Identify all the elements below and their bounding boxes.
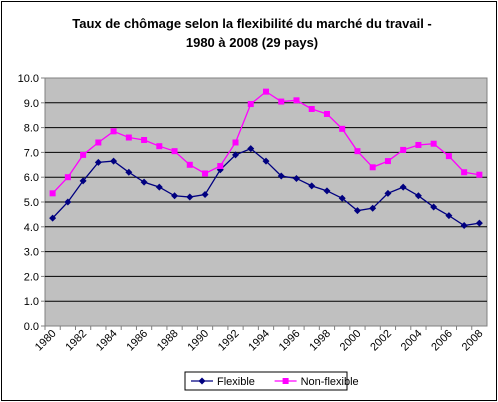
data-point xyxy=(354,148,361,155)
y-tick-label: 5.0 xyxy=(24,197,39,209)
data-point xyxy=(399,183,407,191)
data-point xyxy=(369,164,376,171)
x-tick-label: 1994 xyxy=(246,328,272,354)
data-point xyxy=(445,153,452,160)
data-point xyxy=(95,139,102,146)
x-tick-label: 2004 xyxy=(399,328,425,354)
series-non-flexible xyxy=(49,88,483,197)
data-point xyxy=(217,163,224,170)
data-point xyxy=(49,190,56,197)
y-tick-label: 0.0 xyxy=(24,321,39,333)
data-point xyxy=(414,192,422,200)
legend-label: Non-flexible xyxy=(301,376,359,388)
data-point xyxy=(262,157,270,165)
legend-box xyxy=(184,371,348,391)
data-point xyxy=(171,192,179,200)
data-point xyxy=(64,174,71,181)
data-point xyxy=(277,172,285,180)
data-point xyxy=(338,194,346,202)
data-point xyxy=(247,145,255,153)
data-point xyxy=(475,219,483,227)
data-point xyxy=(323,110,330,117)
x-tick-label: 1996 xyxy=(277,328,303,354)
y-tick-label: 4.0 xyxy=(24,222,39,234)
data-point xyxy=(430,203,438,211)
data-point xyxy=(140,178,148,186)
data-point xyxy=(339,125,346,132)
data-point xyxy=(110,128,117,135)
data-point xyxy=(384,158,391,165)
data-point xyxy=(292,174,300,182)
data-point xyxy=(461,169,468,176)
x-tick-label: 1982 xyxy=(63,328,89,354)
data-point xyxy=(202,170,209,177)
data-point xyxy=(476,171,483,178)
y-tick-label: 6.0 xyxy=(24,172,39,184)
y-tick-label: 7.0 xyxy=(24,147,39,159)
x-tick-label: 1988 xyxy=(155,328,181,354)
data-point xyxy=(278,98,285,105)
x-tick-label: 1998 xyxy=(307,328,333,354)
x-tick-label: 2000 xyxy=(338,328,364,354)
data-point xyxy=(125,134,132,141)
data-point xyxy=(171,148,178,155)
data-point xyxy=(155,183,163,191)
y-tick-label: 10.0 xyxy=(18,73,39,85)
data-point xyxy=(415,141,422,148)
x-tick-label: 1984 xyxy=(94,328,120,354)
data-point xyxy=(110,157,118,165)
data-point xyxy=(186,161,193,168)
legend: Flexible Non-flexible xyxy=(184,371,359,391)
x-tick-label: 1992 xyxy=(216,328,242,354)
data-point xyxy=(49,214,57,222)
x-tick-label: 1986 xyxy=(124,328,150,354)
y-tick-label: 8.0 xyxy=(24,123,39,135)
data-point xyxy=(430,140,437,147)
data-point xyxy=(125,168,133,176)
chart-subtitle: 1980 à 2008 (29 pays) xyxy=(186,35,318,50)
x-tick-label: 2006 xyxy=(429,328,455,354)
data-point xyxy=(232,151,240,159)
x-tick-label: 2008 xyxy=(460,328,486,354)
y-tick-label: 3.0 xyxy=(24,247,39,259)
data-point xyxy=(247,101,254,108)
data-point xyxy=(186,193,194,201)
series-flexible xyxy=(49,145,483,230)
data-point xyxy=(308,106,315,112)
data-point xyxy=(79,177,87,185)
data-point xyxy=(198,377,206,385)
y-tick-label: 9.0 xyxy=(24,98,39,110)
data-point xyxy=(263,88,269,95)
data-point xyxy=(80,151,87,158)
x-tick-label: 1990 xyxy=(185,328,211,354)
legend-label: Flexible xyxy=(217,376,255,388)
data-point xyxy=(232,139,239,146)
data-point xyxy=(460,222,468,230)
x-tick-label: 2002 xyxy=(368,328,394,354)
data-point xyxy=(94,158,102,166)
y-tick-label: 2.0 xyxy=(24,271,39,283)
data-point xyxy=(308,182,316,190)
data-point xyxy=(384,189,392,197)
data-point xyxy=(156,143,163,150)
data-point xyxy=(64,198,72,206)
data-point xyxy=(400,146,407,153)
data-point xyxy=(293,97,300,104)
data-point xyxy=(201,191,209,199)
data-point xyxy=(445,212,453,220)
data-point xyxy=(141,137,148,143)
chart-title: Taux de chômage selon la flexibilité du … xyxy=(72,16,432,31)
data-point xyxy=(369,204,377,212)
data-point xyxy=(282,378,289,384)
y-tick-label: 1.0 xyxy=(24,296,39,308)
data-point xyxy=(353,207,361,215)
data-point xyxy=(323,187,331,195)
